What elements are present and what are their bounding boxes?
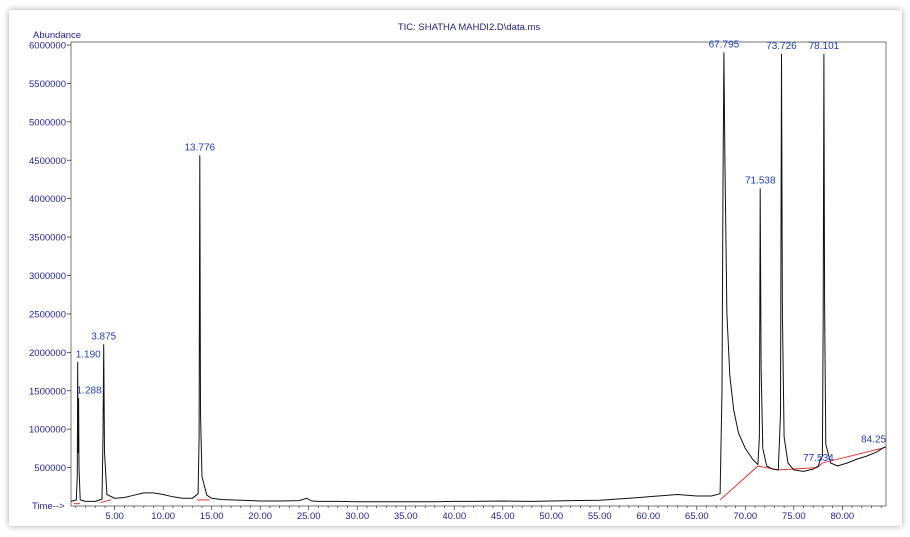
y-tick-label: 4500000 xyxy=(29,156,66,167)
y-tick-label: 5000000 xyxy=(29,117,66,128)
x-tick-label: 70.00 xyxy=(733,511,757,522)
peak-label: 1.288 xyxy=(77,385,102,396)
x-tick-label: 60.00 xyxy=(636,511,660,522)
x-tick-label: 20.00 xyxy=(248,511,272,522)
y-tick-label: 1000000 xyxy=(29,425,66,436)
y-tick-label: 500000 xyxy=(34,463,66,474)
x-tick-label: 30.00 xyxy=(345,511,369,522)
x-axis-label: Time--> xyxy=(32,501,65,512)
y-axis: 500000 1000000 1500000 2000000 2500000 300000… xyxy=(29,41,71,474)
y-tick-label: 1500000 xyxy=(29,386,66,397)
series-line xyxy=(70,52,887,503)
peak-label: 13.776 xyxy=(185,143,216,154)
x-tick-label: 80.00 xyxy=(830,511,854,522)
peak-label: 78.101 xyxy=(809,41,840,52)
x-tick-label: 50.00 xyxy=(539,511,563,522)
peak-label: 73.726 xyxy=(766,41,797,52)
y-tick-label: 3000000 xyxy=(29,271,66,282)
x-tick-label: 35.00 xyxy=(394,511,418,522)
x-tick-label: 25.00 xyxy=(297,511,321,522)
y-tick-label: 6000000 xyxy=(29,41,66,52)
x-tick-label: 55.00 xyxy=(588,511,612,522)
y-tick-label: 2000000 xyxy=(29,348,66,359)
integration-baseline xyxy=(822,447,886,464)
peak-label: 3.875 xyxy=(91,332,116,343)
peak-label: 67.795 xyxy=(709,40,740,51)
integration-baseline xyxy=(778,467,818,471)
chromatogram-chart: TIC: SHATHA MAHDI2.D\data.ms Abundance T… xyxy=(29,22,887,522)
peak-label: 84.25 xyxy=(861,435,886,446)
x-axis: 5.00 10.00 15.00 20.00 25.00 30.00 35.00 40.00 4… xyxy=(75,506,882,522)
x-tick-label: 65.00 xyxy=(685,511,709,522)
y-tick-label: 4000000 xyxy=(29,194,66,205)
peak-label: 1.190 xyxy=(76,349,101,360)
integration-baselines xyxy=(73,447,886,505)
x-tick-label: 5.00 xyxy=(105,511,124,522)
peak-label: 71.538 xyxy=(745,176,776,187)
peak-label: 77.534 xyxy=(803,453,834,464)
y-axis-label: Abundance xyxy=(33,30,81,41)
peak-labels: 1.190 1.288 3.875 13.776 67.795 71.538 73.726 7… xyxy=(76,40,887,464)
chart-title: TIC: SHATHA MAHDI2.D\data.ms xyxy=(398,22,541,33)
y-tick-label: 5500000 xyxy=(29,79,66,90)
x-tick-label: 45.00 xyxy=(491,511,515,522)
chromatogram-frame: TIC: SHATHA MAHDI2.D\data.ms Abundance T… xyxy=(9,10,902,526)
tic-trace xyxy=(70,52,887,503)
x-tick-label: 15.00 xyxy=(200,511,224,522)
integration-baseline xyxy=(719,465,759,501)
y-tick-label: 3500000 xyxy=(29,233,66,244)
y-tick-label: 2500000 xyxy=(29,309,66,320)
x-tick-label: 10.00 xyxy=(151,511,175,522)
plot-area-border xyxy=(70,41,887,507)
x-tick-label: 40.00 xyxy=(442,511,466,522)
x-tick-label: 75.00 xyxy=(782,511,806,522)
integration-baseline xyxy=(100,499,111,503)
